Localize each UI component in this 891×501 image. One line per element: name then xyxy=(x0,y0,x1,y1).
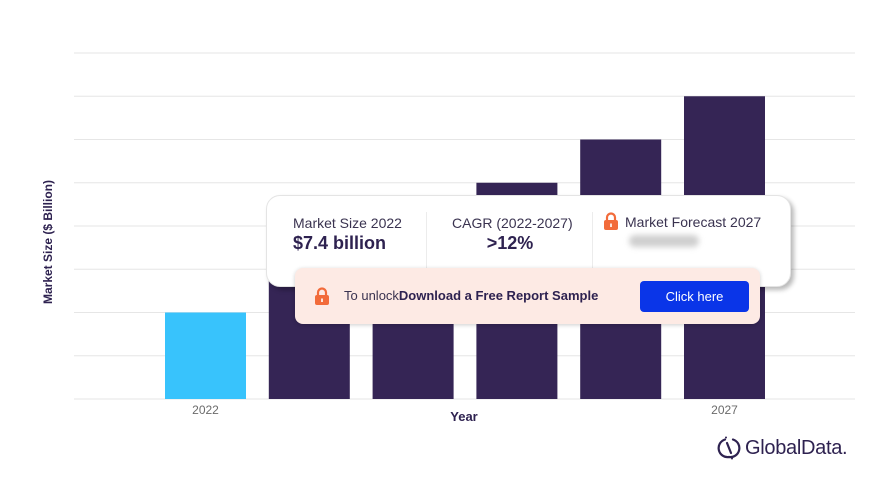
y-axis-label: Market Size ($ Billion) xyxy=(41,179,55,305)
click-here-button[interactable]: Click here xyxy=(640,281,749,312)
lock-icon xyxy=(315,287,329,305)
cagr-metric: CAGR (2022-2027) >12% xyxy=(452,215,573,305)
forecast-label: Market Forecast 2027 xyxy=(625,213,762,230)
forecast-metric: Market Forecast 2027 xyxy=(603,212,761,302)
cagr-label: CAGR (2022-2027) xyxy=(452,215,573,231)
unlock-banner: To unlockDownload a Free Report Sample C… xyxy=(295,268,760,324)
globaldata-logo-icon xyxy=(717,436,741,460)
x-tick-label-2022: 2022 xyxy=(192,403,219,417)
market-size-label: Market Size 2022 xyxy=(293,215,402,231)
free-sample-link[interactable]: Download a Free Report Sample xyxy=(398,288,599,303)
x-axis-label: Year xyxy=(450,409,478,424)
divider xyxy=(592,212,593,270)
unlock-prefix: To unlock xyxy=(344,288,399,303)
cagr-value: >12% xyxy=(486,233,534,253)
market-size-metric: Market Size 2022 $7.4 billion xyxy=(293,215,402,305)
market-size-value: $7.4 billion xyxy=(293,233,387,253)
bar-2022 xyxy=(165,312,246,399)
logo-text: GlobalData. xyxy=(745,436,848,459)
divider xyxy=(426,212,427,270)
x-tick-label-2027: 2027 xyxy=(711,403,738,417)
forecast-value-blurred xyxy=(629,235,699,247)
globaldata-logo: GlobalData. xyxy=(717,436,848,460)
lock-icon xyxy=(604,212,618,230)
